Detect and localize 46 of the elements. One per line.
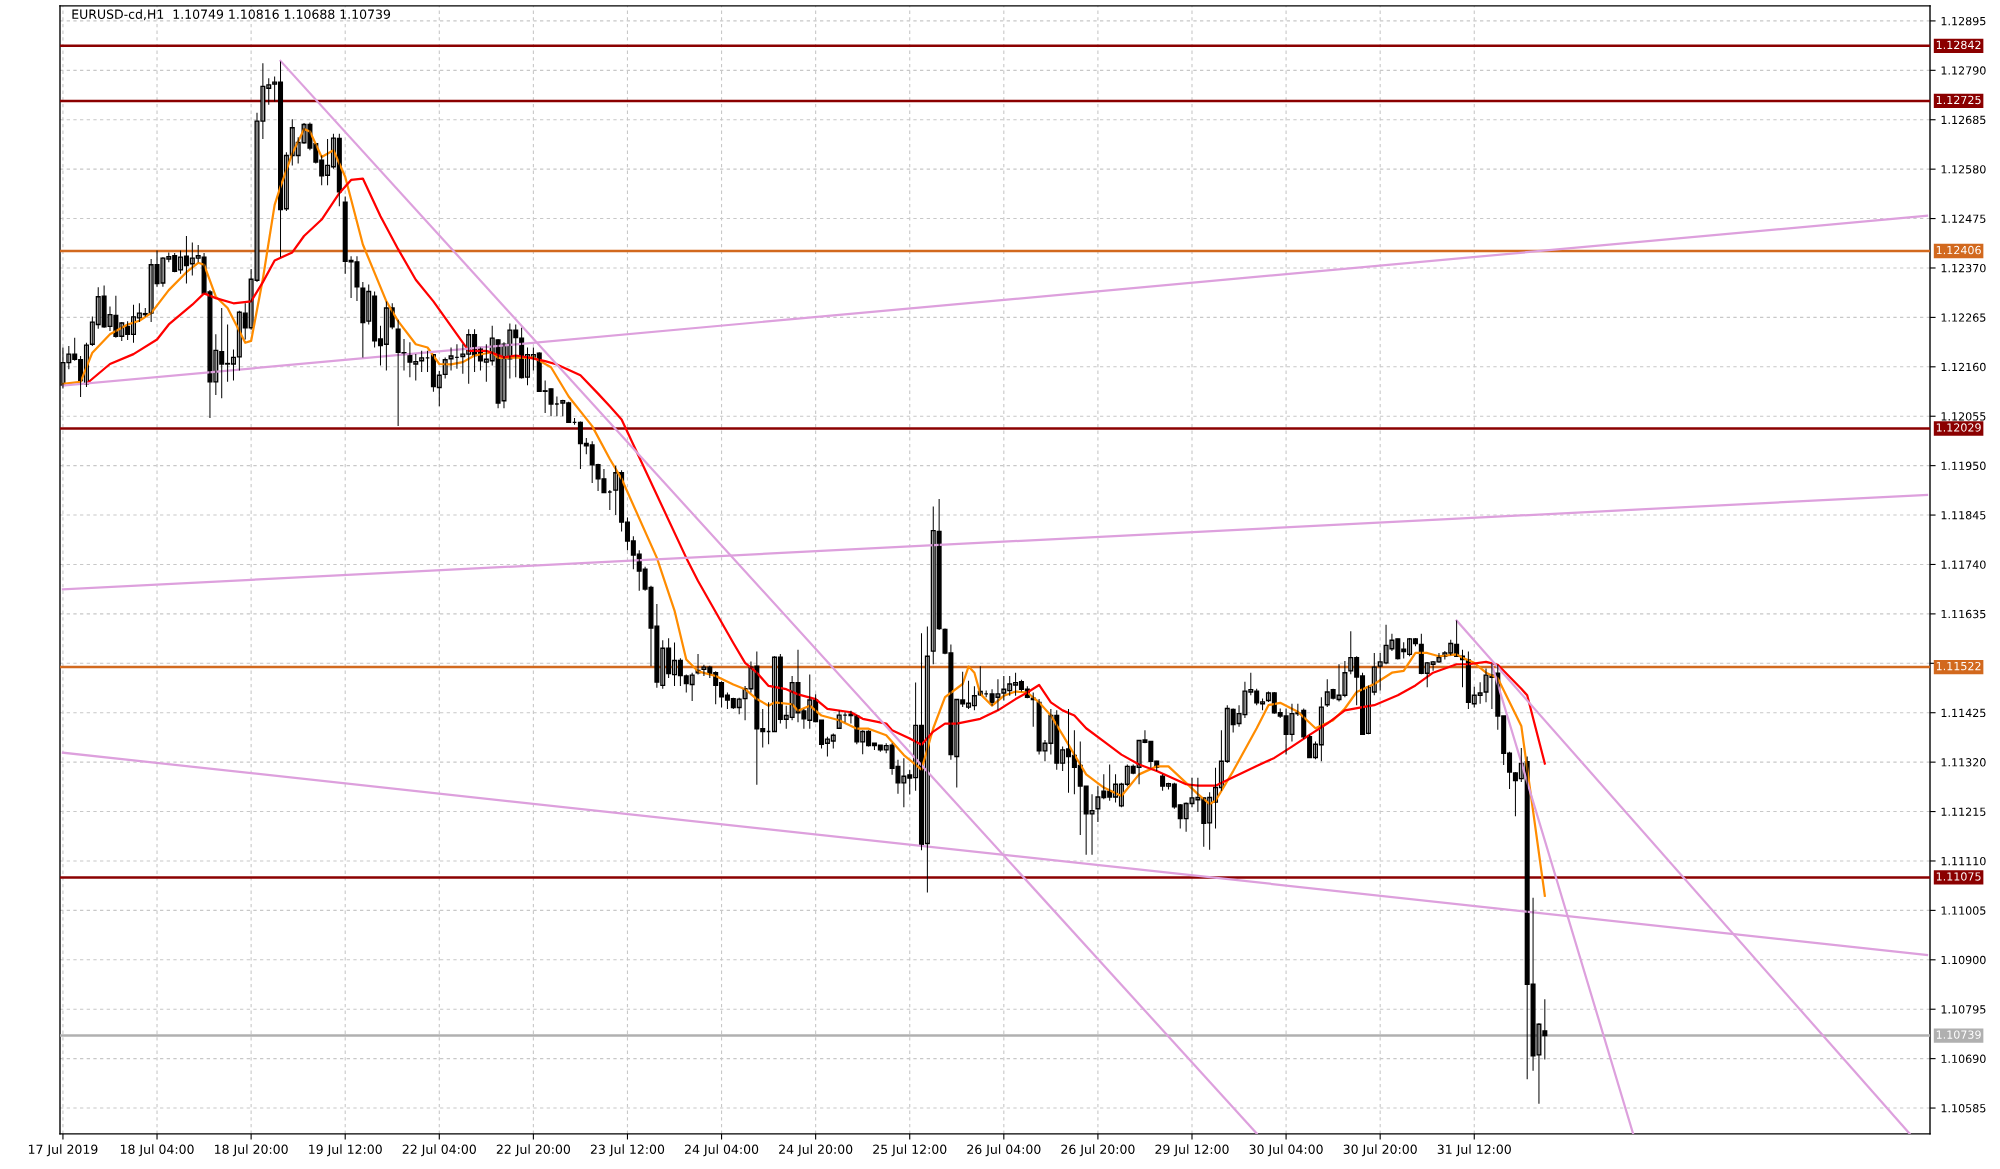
ref-line-label: 1.12842: [1936, 40, 1981, 50]
y-tick-label: 1.12685: [1941, 115, 1986, 125]
y-tick-label: 1.11425: [1941, 708, 1986, 718]
x-tick-label: 25 Jul 12:00: [873, 1144, 947, 1157]
chart-title: EURUSD-cd,H1 1.10749 1.10816 1.10688 1.10739: [72, 9, 391, 21]
y-tick-label: 1.11845: [1941, 511, 1986, 520]
y-tick-label: 1.12475: [1941, 214, 1986, 223]
x-tick-label: 17 Jul 2019: [28, 1144, 98, 1157]
y-tick-label: 1.12790: [1941, 66, 1986, 75]
x-tick-label: 22 Jul 20:00: [496, 1144, 571, 1157]
x-tick-label: 30 Jul 20:00: [1343, 1144, 1417, 1157]
y-tick-label: 1.12895: [1941, 16, 1986, 26]
ref-line-label: 1.12406: [1936, 245, 1981, 255]
x-tick-label: 18 Jul 04:00: [120, 1144, 194, 1157]
ref-line-label: 1.11522: [1936, 661, 1981, 671]
y-tick-label: 1.12160: [1941, 362, 1986, 372]
y-tick-label: 1.10690: [1941, 1054, 1986, 1064]
x-tick-label: 24 Jul 04:00: [684, 1144, 759, 1157]
y-tick-label: 1.11110: [1941, 856, 1986, 866]
y-tick-label: 1.12265: [1941, 313, 1986, 322]
x-tick-label: 30 Jul 04:00: [1249, 1144, 1323, 1157]
y-tick-label: 1.11635: [1941, 609, 1986, 619]
y-tick-label: 1.12370: [1941, 263, 1986, 273]
x-tick-label: 23 Jul 12:00: [590, 1144, 665, 1157]
y-tick-label: 1.12580: [1941, 165, 1986, 174]
y-tick-label: 1.10900: [1941, 955, 1986, 965]
x-tick-label: 26 Jul 04:00: [967, 1144, 1041, 1157]
ref-line-label: 1.12029: [1936, 423, 1981, 432]
y-tick-label: 1.12055: [1941, 412, 1986, 421]
y-tick-label: 1.10795: [1941, 1005, 1986, 1014]
x-tick-label: 31 Jul 12:00: [1437, 1144, 1511, 1157]
x-tick-label: 26 Jul 20:00: [1061, 1144, 1135, 1157]
ref-line-label: 1.11075: [1936, 872, 1981, 881]
y-tick-label: 1.10585: [1941, 1104, 1986, 1113]
y-tick-label: 1.11320: [1941, 758, 1986, 767]
x-tick-label: 22 Jul 04:00: [402, 1144, 476, 1157]
y-tick-label: 1.11740: [1941, 560, 1986, 569]
ref-line-label: 1.12725: [1936, 95, 1981, 105]
ref-line-label: 1.10739: [1936, 1030, 1981, 1039]
x-tick-label: 19 Jul 12:00: [309, 1144, 382, 1157]
y-tick-label: 1.11005: [1941, 906, 1986, 915]
x-tick-label: 18 Jul 20:00: [215, 1144, 288, 1157]
y-tick-label: 1.11950: [1941, 461, 1986, 471]
x-tick-label: 24 Jul 20:00: [779, 1144, 853, 1157]
x-tick-label: 29 Jul 12:00: [1155, 1144, 1229, 1157]
y-tick-label: 1.11215: [1941, 807, 1986, 816]
